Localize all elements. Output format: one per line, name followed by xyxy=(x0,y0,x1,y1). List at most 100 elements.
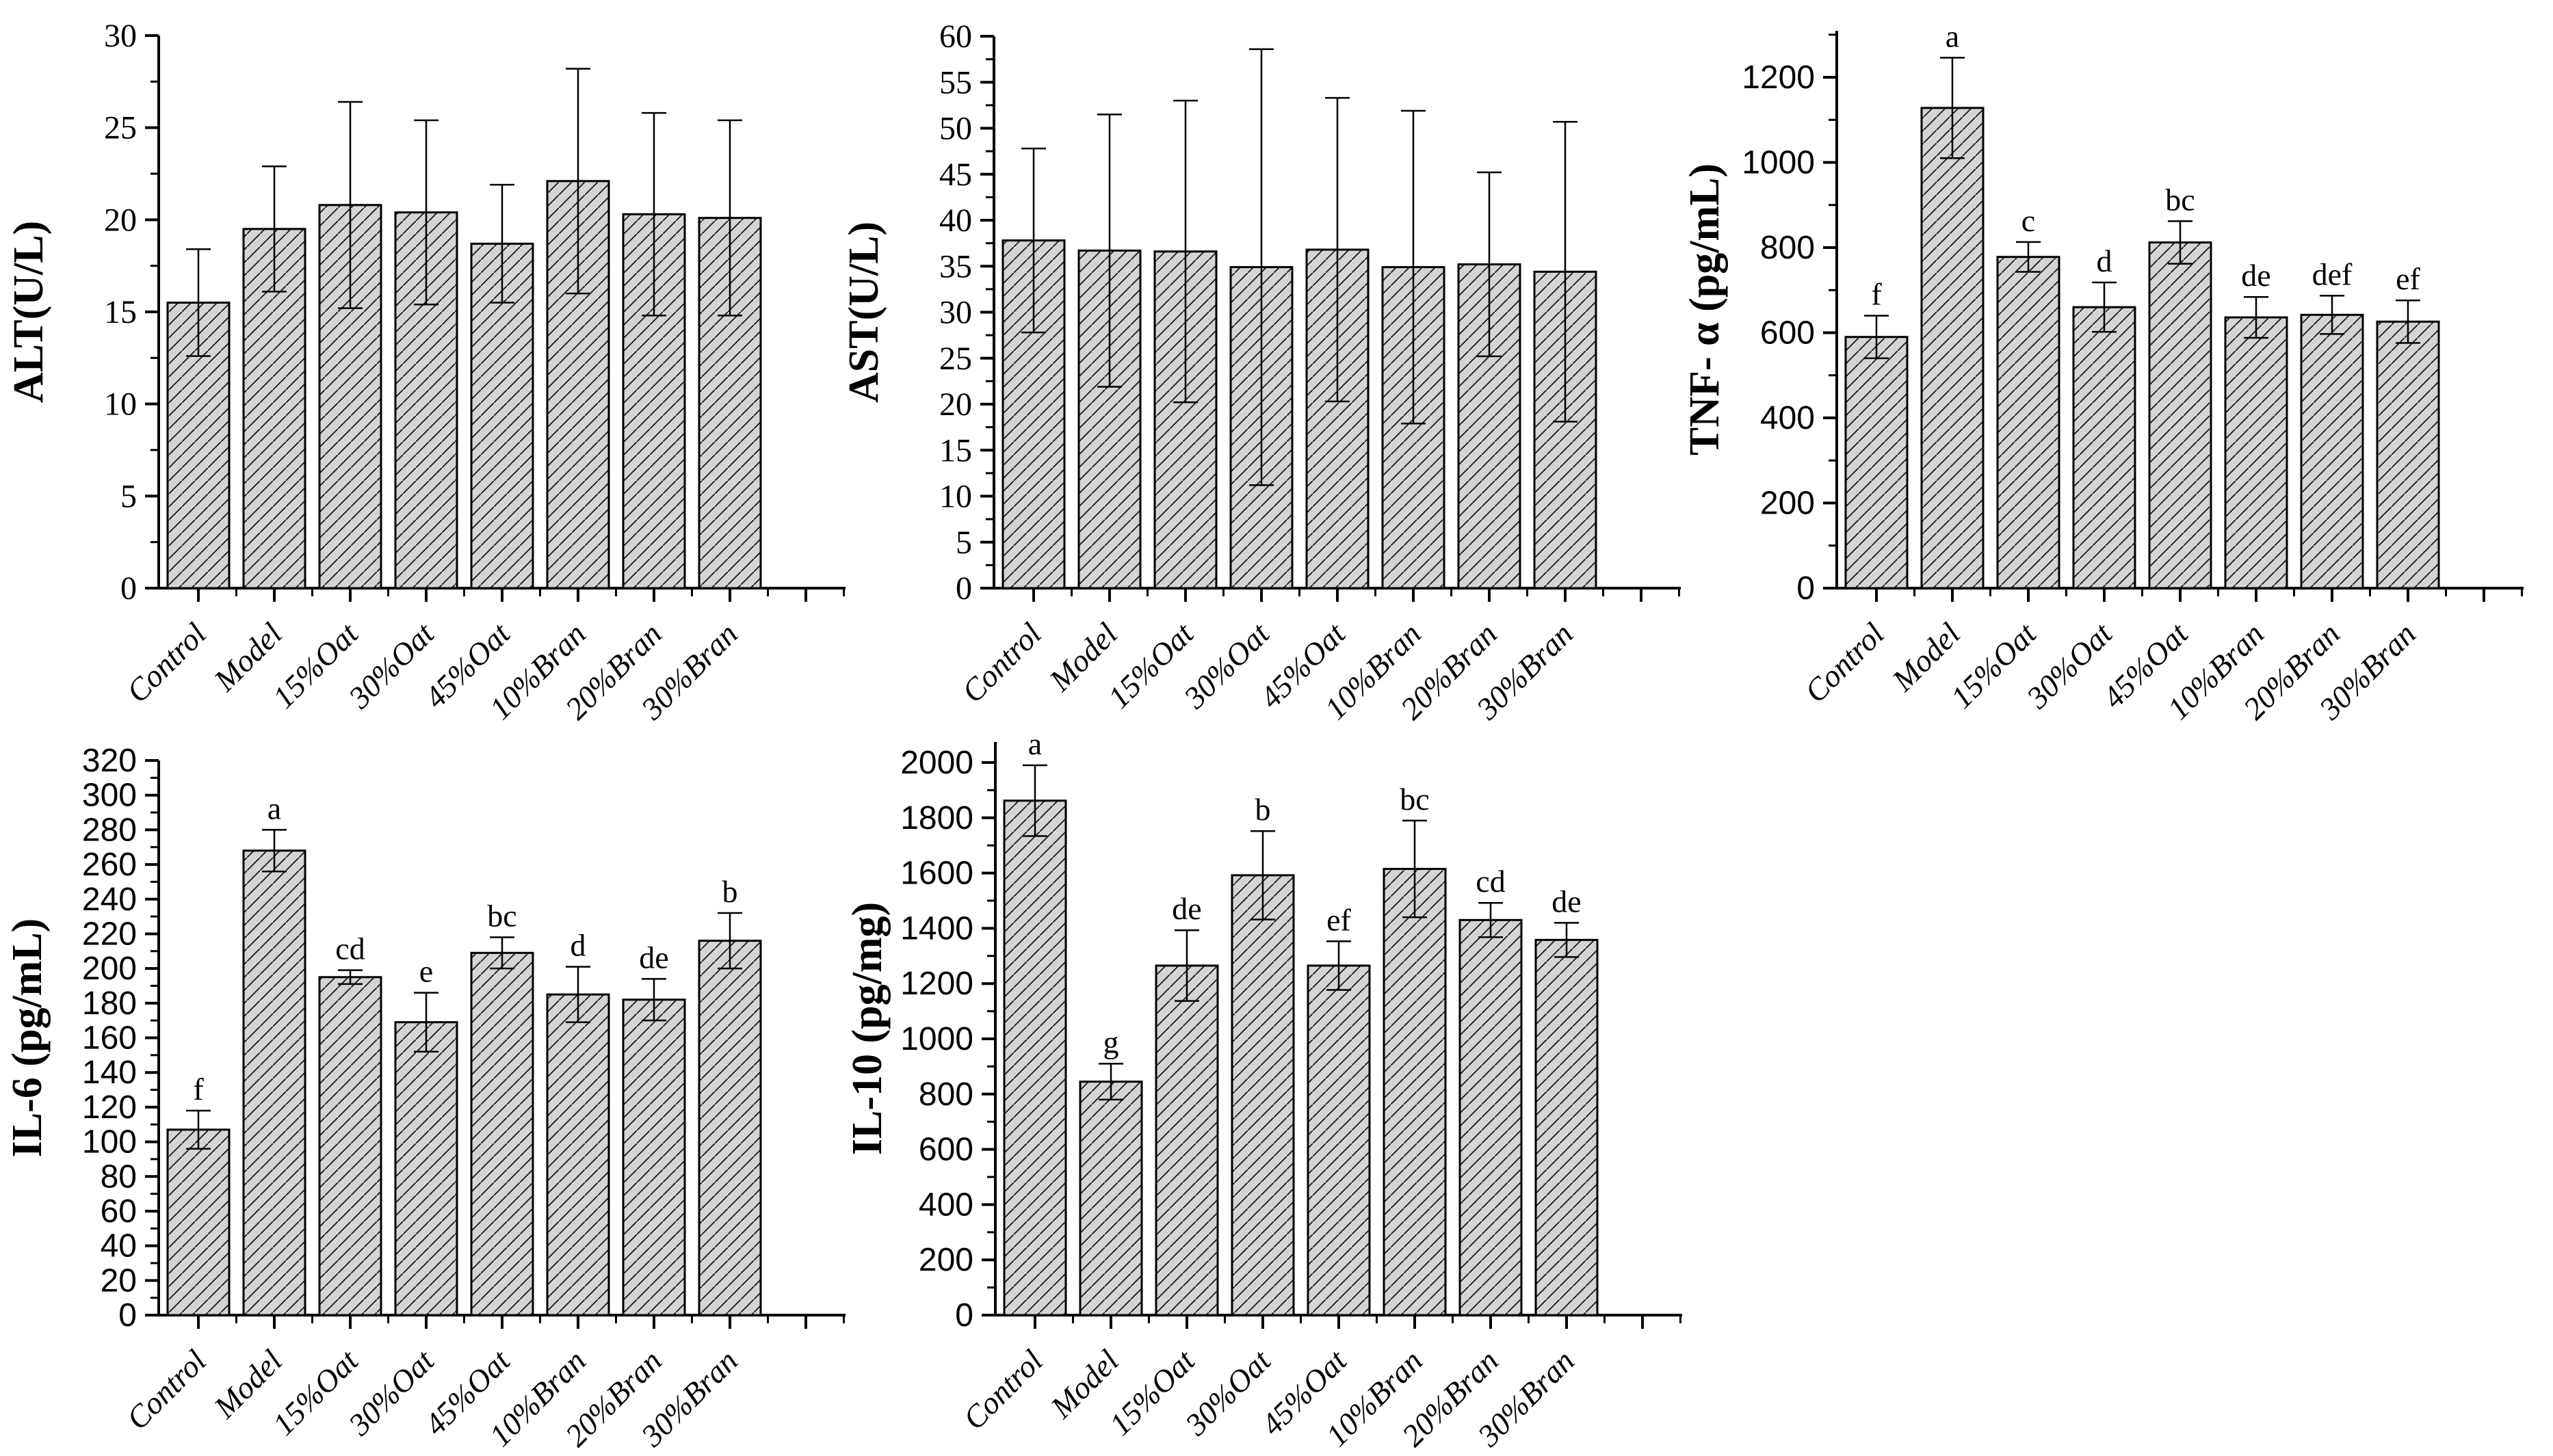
bar-group-alt-4 xyxy=(470,183,534,590)
y-tick-label: 0 xyxy=(120,570,137,607)
sig-letter-il6-10%Bran: d xyxy=(571,928,586,963)
bar-il10-Control xyxy=(1003,799,1067,1316)
y-tick-label: 120 xyxy=(82,1089,137,1126)
y-axis-title-alt: ALT(U/L) xyxy=(5,221,52,403)
sig-letter-tnf-Model: a xyxy=(1946,18,1959,53)
sig-letter-il10-20%Bran: cd xyxy=(1476,864,1505,899)
y-tick-label: 200 xyxy=(919,1242,973,1278)
sig-letter-tnf-20%Bran: def xyxy=(2312,256,2353,291)
sig-letter-il6-20%Bran: de xyxy=(639,940,668,975)
bar-group-il10-1: g xyxy=(1079,1024,1143,1316)
bar-il6-30%Oat xyxy=(394,1021,458,1316)
sig-letter-il6-Control: f xyxy=(193,1072,204,1107)
y-tick-label: 50 xyxy=(939,111,972,147)
y-tick-label: 0 xyxy=(955,1297,973,1334)
bar-tnf-30%Bran xyxy=(2376,320,2440,590)
bar-il6-Model xyxy=(242,849,306,1316)
y-tick-label: 35 xyxy=(939,248,972,284)
y-tick-label: 100 xyxy=(82,1124,137,1161)
bar-group-tnf-6: def xyxy=(2300,256,2364,590)
bar-il10-10%Bran xyxy=(1383,868,1447,1316)
sig-letter-tnf-15%Oat: c xyxy=(2021,203,2035,238)
y-tick-label: 140 xyxy=(82,1055,137,1091)
bar-group-il6-1: a xyxy=(242,791,306,1316)
bar-tnf-10%Bran xyxy=(2224,316,2288,590)
sig-letter-tnf-45%Oat: bc xyxy=(2165,182,2195,217)
y-tick-label: 1600 xyxy=(900,856,973,892)
y-tick-label: 320 xyxy=(82,743,137,779)
bar-group-il10-7: de xyxy=(1534,884,1599,1316)
y-tick-label: 10 xyxy=(939,479,972,515)
y-tick-label: 800 xyxy=(1760,230,1815,266)
sig-letter-il10-15%Oat: de xyxy=(1172,891,1201,926)
y-axis-title-ast: AST(U/L) xyxy=(841,222,887,403)
bar-il10-Model xyxy=(1079,1081,1143,1316)
y-tick-label: 1400 xyxy=(900,910,973,947)
sig-letter-il6-30%Oat: e xyxy=(419,954,433,989)
bar-group-il6-0: f xyxy=(166,1072,231,1316)
sig-letter-il10-Model: g xyxy=(1103,1024,1119,1059)
bar-group-il10-0: a xyxy=(1003,726,1067,1316)
y-tick-label: 40 xyxy=(101,1228,137,1265)
y-tick-label: 200 xyxy=(82,951,137,987)
bar-il6-15%Oat xyxy=(318,976,382,1316)
sig-letter-tnf-30%Bran: ef xyxy=(2396,261,2420,296)
bar-group-alt-0 xyxy=(166,248,231,590)
y-axis-title-tnf: TNF- α (pg/mL) xyxy=(1681,163,1728,455)
sig-letter-il10-30%Oat: b xyxy=(1255,792,1271,827)
bar-group-ast-3 xyxy=(1229,48,1294,590)
bar-group-ast-0 xyxy=(1001,147,1066,590)
y-tick-label: 15 xyxy=(939,432,972,468)
y-tick-label: 40 xyxy=(939,202,972,239)
bar-group-tnf-4: bc xyxy=(2148,182,2212,590)
y-tick-label: 1200 xyxy=(1742,59,1815,96)
bar-il6-45%Oat xyxy=(470,951,534,1316)
bar-group-alt-3 xyxy=(394,119,458,590)
bar-group-il6-6: de xyxy=(622,940,686,1316)
bar-il6-20%Bran xyxy=(622,998,686,1316)
bar-group-tnf-5: de xyxy=(2224,258,2288,590)
sig-letter-tnf-30%Oat: d xyxy=(2097,243,2112,278)
sig-letter-il10-Control: a xyxy=(1028,726,1042,761)
bar-il10-15%Oat xyxy=(1155,964,1219,1316)
y-tick-label: 30 xyxy=(104,18,137,54)
chart-ast: 051015202530354045505560ControlModel15%O… xyxy=(841,18,1681,726)
y-tick-label: 20 xyxy=(104,202,137,238)
y-tick-label: 2000 xyxy=(900,745,973,781)
sig-letter-il10-30%Bran: de xyxy=(1552,884,1581,918)
sig-letter-il6-Model: a xyxy=(267,791,281,825)
y-tick-label: 600 xyxy=(919,1132,973,1168)
y-tick-label: 20 xyxy=(939,386,972,423)
y-axis-title-il6: IL-6 (pg/mL) xyxy=(4,918,51,1158)
y-tick-label: 200 xyxy=(1760,486,1815,522)
y-tick-label: 60 xyxy=(939,18,972,55)
y-tick-label: 1200 xyxy=(900,966,973,1002)
bar-group-il6-3: e xyxy=(394,954,458,1316)
bar-group-ast-1 xyxy=(1077,114,1142,590)
y-tick-label: 10 xyxy=(104,386,137,423)
y-tick-label: 0 xyxy=(1796,570,1815,607)
y-tick-label: 280 xyxy=(82,812,137,848)
bar-group-il10-3: b xyxy=(1231,792,1295,1316)
y-tick-label: 25 xyxy=(104,110,137,146)
bar-group-ast-2 xyxy=(1153,99,1218,590)
sig-letter-il10-10%Bran: bc xyxy=(1400,782,1429,817)
chart-tnf: 020040060080010001200fControlaModelc15%O… xyxy=(1681,18,2524,726)
bar-group-ast-6 xyxy=(1457,171,1521,590)
bar-group-il6-5: d xyxy=(546,928,610,1316)
chart-il6: 0204060801001201401601802002202402602803… xyxy=(4,743,846,1453)
sig-letter-tnf-10%Bran: de xyxy=(2241,258,2270,293)
bar-il6-Control xyxy=(166,1128,231,1316)
bar-il6-30%Bran xyxy=(698,940,762,1316)
bar-group-tnf-7: ef xyxy=(2376,261,2440,590)
y-tick-label: 0 xyxy=(956,570,972,607)
y-tick-label: 15 xyxy=(104,294,137,330)
bar-group-alt-1 xyxy=(242,165,306,590)
bar-group-alt-6 xyxy=(622,111,686,590)
y-tick-label: 30 xyxy=(939,295,972,331)
bar-group-ast-5 xyxy=(1381,109,1445,590)
sig-letter-il6-30%Bran: b xyxy=(722,874,738,909)
bar-il10-30%Bran xyxy=(1534,938,1599,1316)
bar-group-alt-5 xyxy=(546,68,610,590)
y-tick-label: 20 xyxy=(101,1262,137,1299)
